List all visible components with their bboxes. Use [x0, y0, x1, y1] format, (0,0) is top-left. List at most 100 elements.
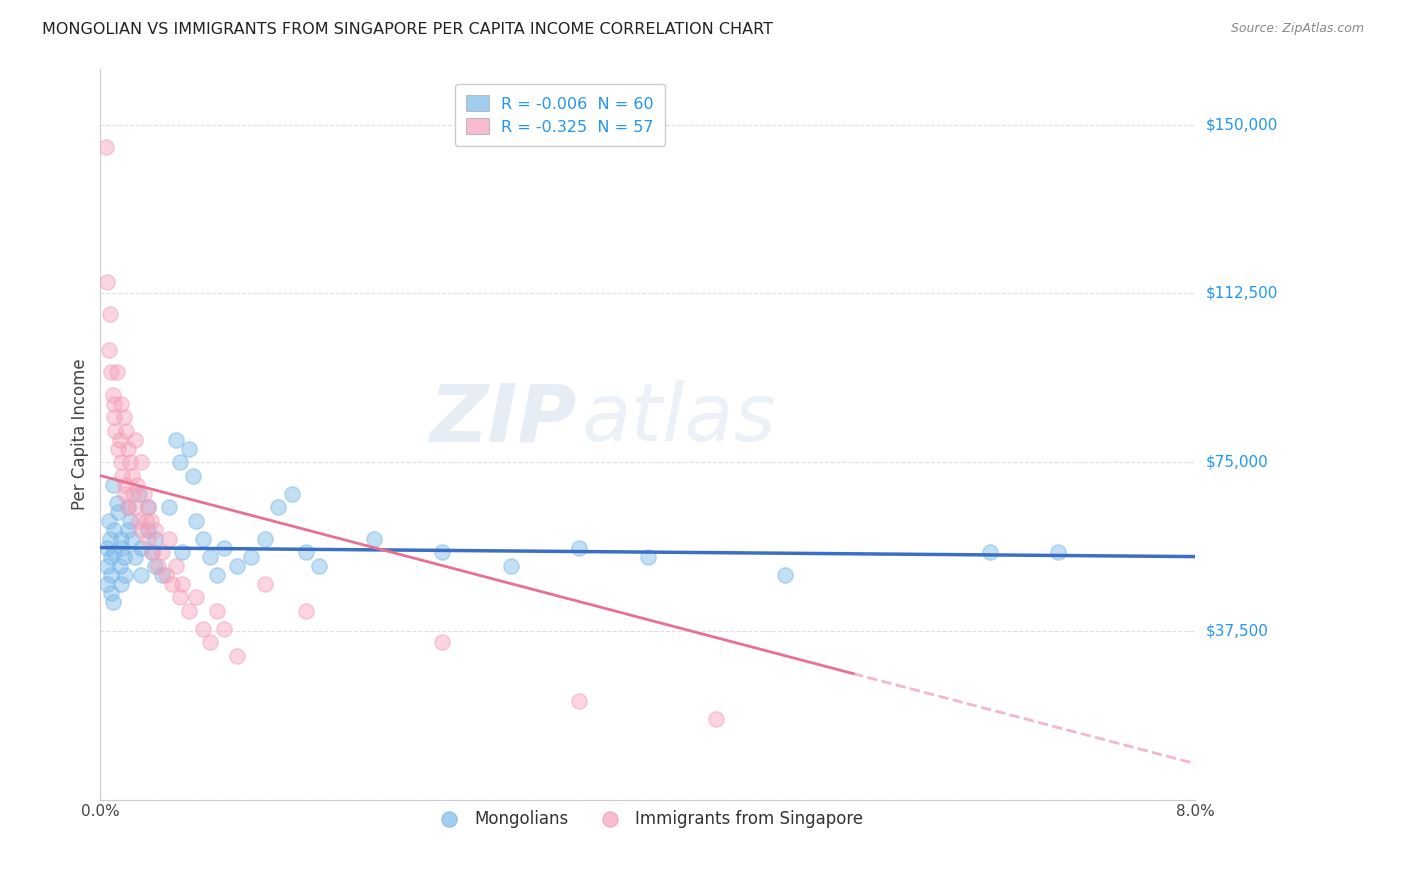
Point	[205, 567, 228, 582]
Point	[94, 140, 117, 154]
Point	[637, 549, 659, 564]
Point	[1047, 545, 1070, 559]
Point	[294, 604, 316, 618]
Point	[136, 532, 159, 546]
Point	[157, 500, 180, 515]
Point	[165, 433, 187, 447]
Point	[363, 532, 385, 546]
Point	[101, 594, 124, 608]
Text: Source: ZipAtlas.com: Source: ZipAtlas.com	[1230, 22, 1364, 36]
Point	[172, 576, 194, 591]
Point	[294, 545, 316, 559]
Y-axis label: Per Capita Income: Per Capita Income	[72, 359, 89, 510]
Text: ZIP: ZIP	[429, 380, 576, 458]
Point	[120, 455, 142, 469]
Point	[122, 486, 145, 500]
Point	[114, 477, 136, 491]
Point	[97, 343, 120, 357]
Point	[253, 532, 276, 546]
Point	[121, 532, 143, 546]
Point	[146, 558, 169, 573]
Point	[281, 486, 304, 500]
Point	[141, 545, 163, 559]
Point	[114, 486, 136, 500]
Point	[239, 549, 262, 564]
Point	[131, 541, 153, 555]
Point	[179, 442, 201, 456]
Point	[114, 567, 136, 582]
Point	[108, 558, 131, 573]
Text: MONGOLIAN VS IMMIGRANTS FROM SINGAPORE PER CAPITA INCOME CORRELATION CHART: MONGOLIAN VS IMMIGRANTS FROM SINGAPORE P…	[42, 22, 773, 37]
Point	[191, 532, 214, 546]
Point	[98, 532, 121, 546]
Point	[103, 545, 125, 559]
Point	[101, 477, 124, 491]
Text: $112,500: $112,500	[1206, 286, 1278, 301]
Point	[105, 495, 128, 509]
Point	[136, 500, 159, 515]
Point	[134, 514, 156, 528]
Point	[143, 558, 166, 573]
Text: atlas: atlas	[582, 380, 776, 458]
Point	[96, 558, 118, 573]
Point	[157, 532, 180, 546]
Point	[111, 468, 134, 483]
Point	[97, 514, 120, 528]
Point	[100, 365, 122, 379]
Point	[111, 541, 134, 555]
Point	[131, 455, 153, 469]
Point	[98, 307, 121, 321]
Point	[96, 576, 118, 591]
Point	[115, 424, 138, 438]
Point	[568, 693, 591, 707]
Text: $37,500: $37,500	[1206, 624, 1270, 639]
Point	[128, 486, 150, 500]
Point	[184, 514, 207, 528]
Point	[134, 486, 156, 500]
Point	[117, 500, 139, 515]
Point	[112, 410, 135, 425]
Point	[110, 397, 132, 411]
Point	[205, 604, 228, 618]
Legend: Mongolians, Immigrants from Singapore: Mongolians, Immigrants from Singapore	[426, 804, 870, 835]
Point	[136, 523, 159, 537]
Point	[432, 635, 454, 649]
Point	[150, 567, 173, 582]
Point	[568, 541, 591, 555]
Point	[105, 365, 128, 379]
Point	[117, 523, 139, 537]
Point	[110, 576, 132, 591]
Point	[169, 455, 191, 469]
Point	[107, 442, 129, 456]
Point	[172, 545, 194, 559]
Point	[117, 442, 139, 456]
Point	[212, 622, 235, 636]
Text: $75,000: $75,000	[1206, 455, 1268, 469]
Point	[308, 558, 330, 573]
Point	[101, 387, 124, 401]
Point	[103, 397, 125, 411]
Point	[432, 545, 454, 559]
Point	[96, 275, 118, 289]
Point	[124, 549, 146, 564]
Point	[124, 500, 146, 515]
Point	[143, 532, 166, 546]
Point	[110, 532, 132, 546]
Point	[100, 567, 122, 582]
Point	[226, 648, 249, 663]
Point	[979, 545, 1001, 559]
Point	[108, 433, 131, 447]
Point	[191, 622, 214, 636]
Point	[103, 410, 125, 425]
Point	[128, 514, 150, 528]
Point	[143, 523, 166, 537]
Point	[96, 541, 118, 555]
Point	[107, 505, 129, 519]
Point	[127, 477, 149, 491]
Point	[499, 558, 522, 573]
Point	[120, 514, 142, 528]
Point	[160, 576, 183, 591]
Point	[103, 523, 125, 537]
Point	[169, 590, 191, 604]
Point	[124, 433, 146, 447]
